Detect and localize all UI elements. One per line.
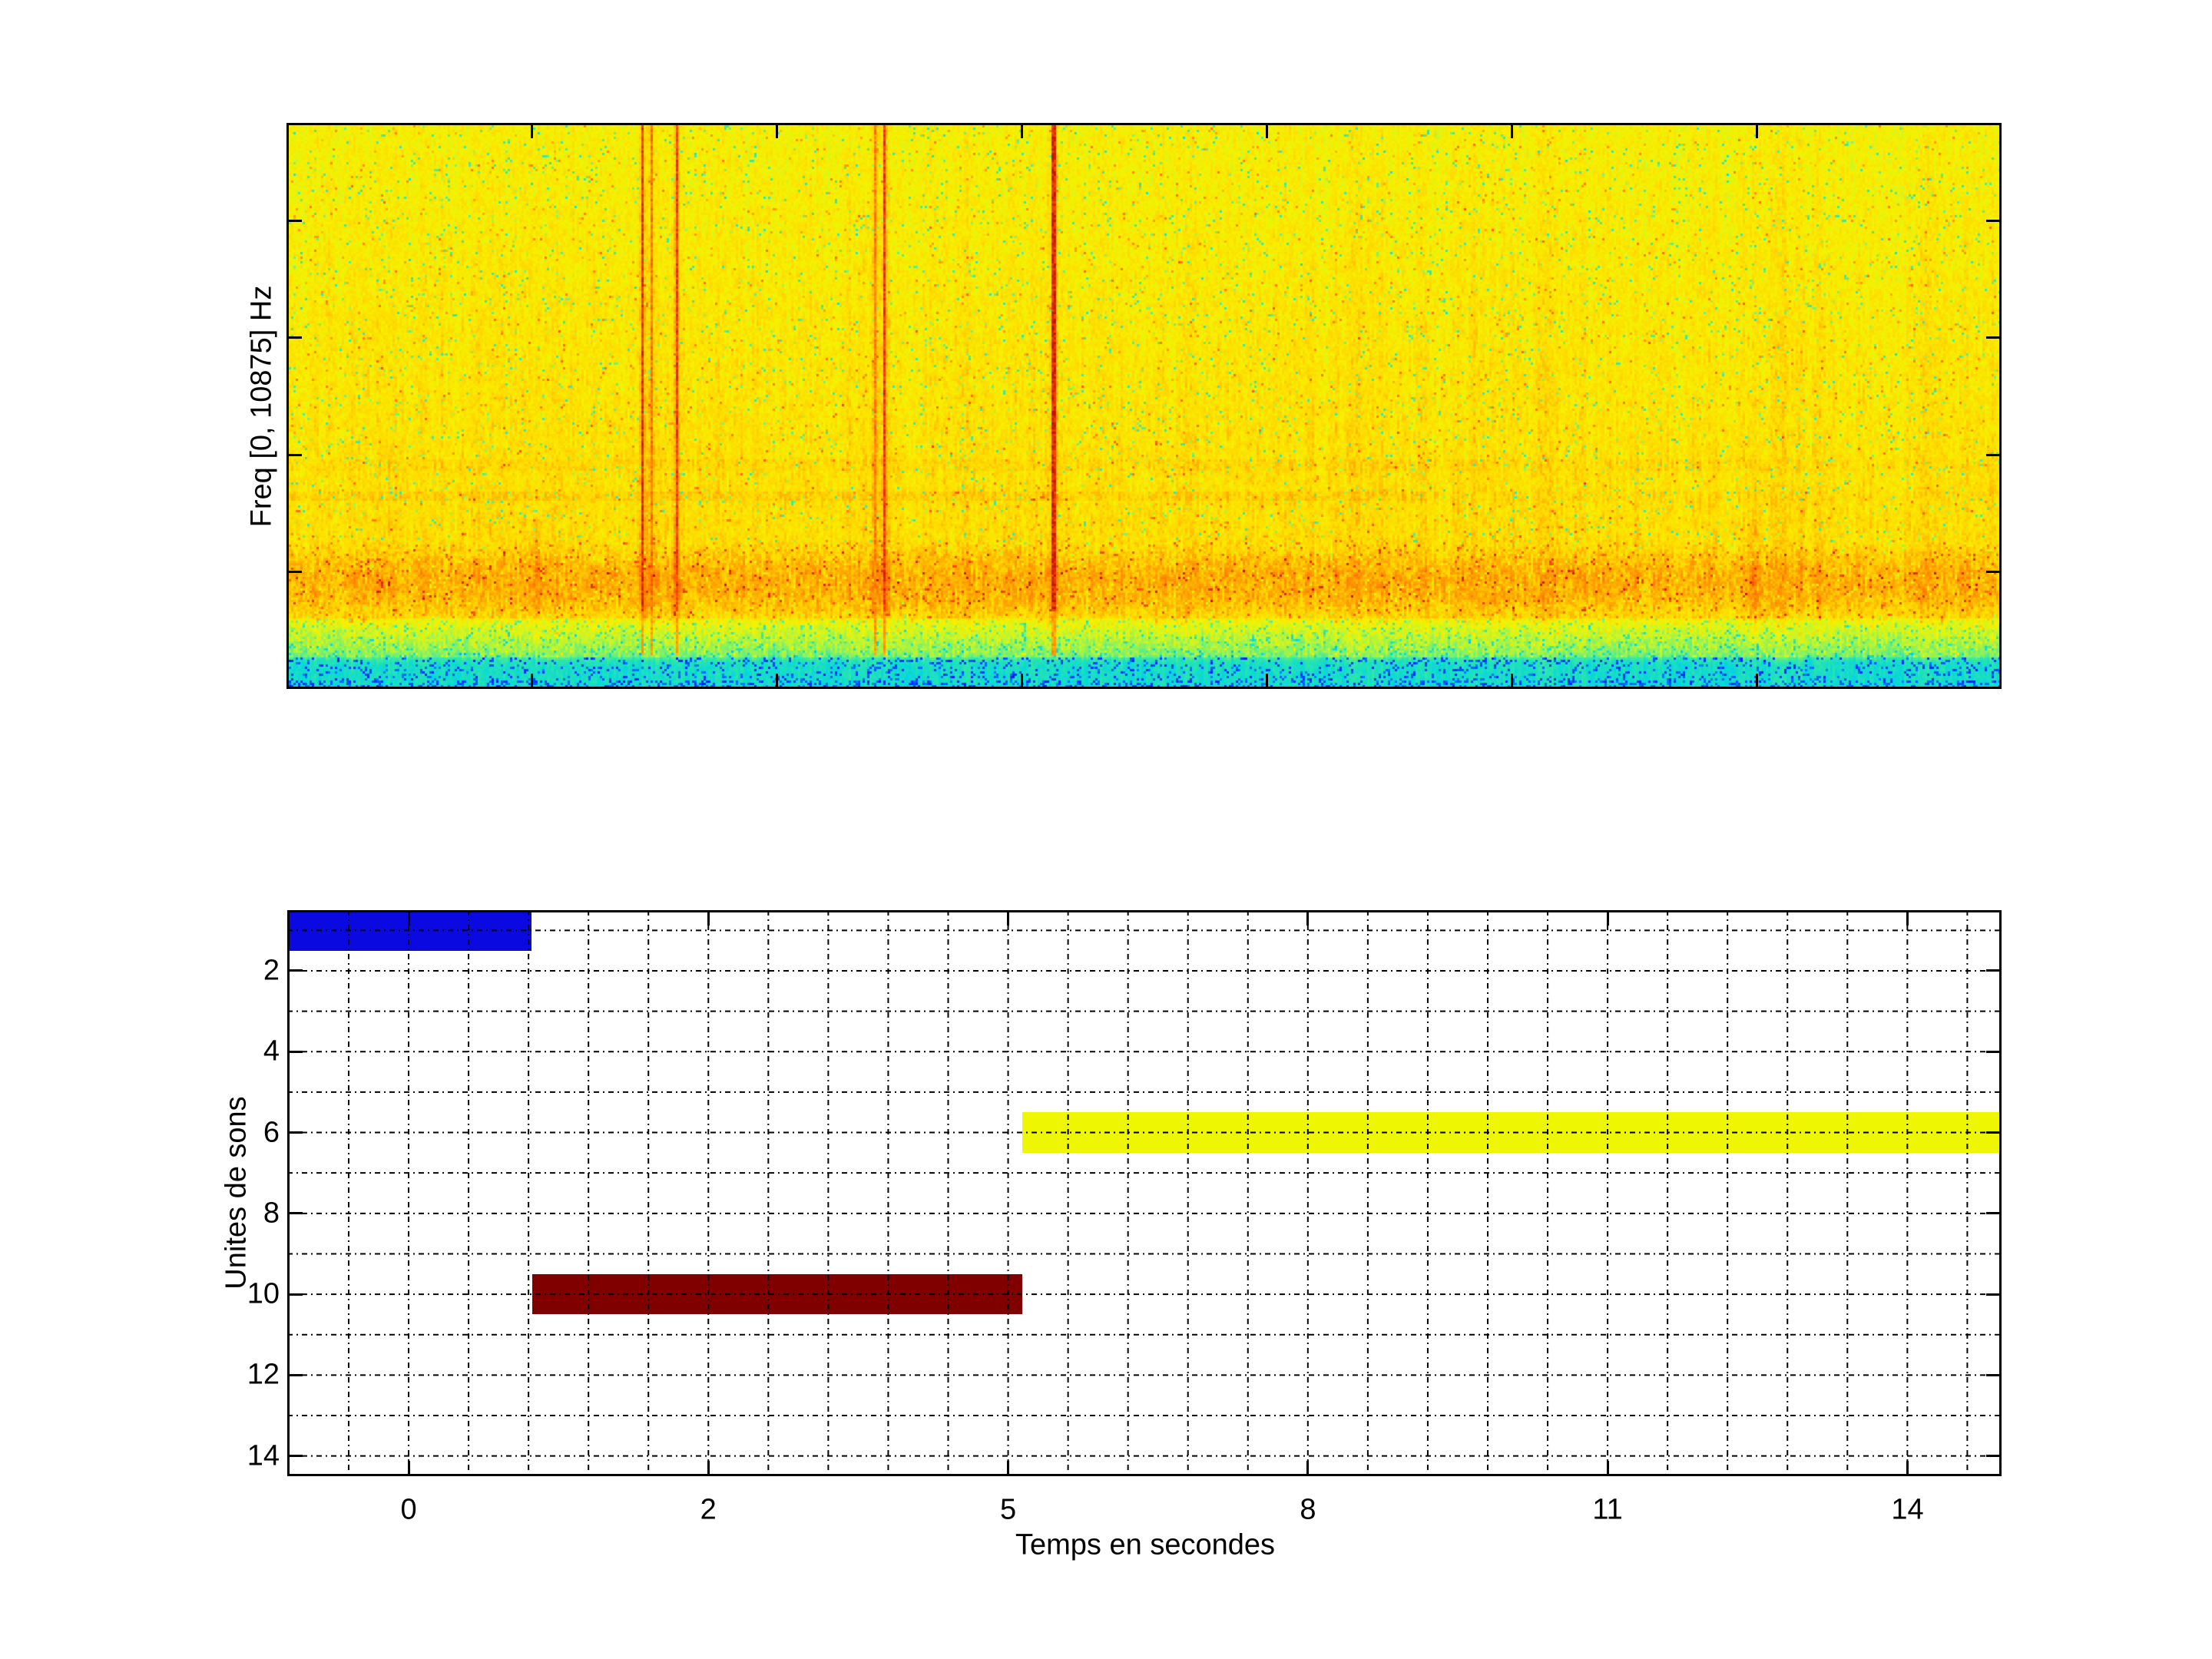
axis-tick <box>707 1461 710 1476</box>
axis-tick <box>1306 910 1310 926</box>
axis-tick <box>287 969 303 972</box>
x-tick-label: 8 <box>1300 1493 1316 1526</box>
axis-tick <box>1606 1461 1609 1476</box>
spectrogram-ylabel: Freq [0, 10875] Hz <box>245 285 278 528</box>
axis-tick <box>287 1455 303 1458</box>
y-tick-label: 6 <box>263 1116 280 1149</box>
axis-tick <box>1510 674 1513 689</box>
axis-tick <box>1906 1461 1909 1476</box>
axis-tick <box>1986 969 2002 972</box>
timeline-axes <box>287 910 2002 1476</box>
axis-tick <box>1986 1050 2002 1053</box>
axis-tick <box>1906 910 1909 926</box>
axis-tick <box>775 674 778 689</box>
timeline-ylabel: Unites de sons <box>220 1096 253 1290</box>
axis-tick <box>775 123 778 138</box>
axis-tick <box>287 1131 303 1134</box>
axis-tick <box>1986 1455 2002 1458</box>
x-tick-label: 11 <box>1592 1493 1623 1526</box>
axis-tick <box>1265 123 1268 138</box>
axis-tick <box>287 1212 303 1215</box>
spectrogram-image <box>286 123 2002 689</box>
timeline-xlabel: Temps en secondes <box>1015 1528 1275 1561</box>
axis-tick <box>1020 123 1023 138</box>
axis-tick <box>1510 123 1513 138</box>
y-tick-label: 4 <box>263 1035 280 1068</box>
axis-tick <box>1606 910 1609 926</box>
y-tick-label: 8 <box>263 1197 280 1230</box>
axis-tick <box>1986 453 2002 456</box>
axis-tick <box>287 1373 303 1376</box>
timeline-bar-sound-unit-10 <box>531 1273 1023 1315</box>
x-tick-label: 14 <box>1891 1493 1924 1526</box>
y-tick-label: 2 <box>263 954 280 987</box>
axis-tick <box>1007 910 1010 926</box>
timeline-grid <box>287 910 2002 1476</box>
x-tick-label: 2 <box>700 1493 717 1526</box>
axis-tick <box>1755 123 1758 138</box>
axis-tick <box>407 910 410 926</box>
axis-tick <box>1986 219 2002 222</box>
x-tick-label: 5 <box>999 1493 1017 1526</box>
axis-tick <box>407 1461 410 1476</box>
spectrogram-axes <box>286 123 2002 689</box>
axis-tick <box>287 1050 303 1053</box>
axis-tick <box>1265 674 1268 689</box>
axis-tick <box>1020 674 1023 689</box>
axis-tick <box>1986 571 2002 574</box>
axis-tick <box>1986 1131 2002 1134</box>
axis-tick <box>530 123 533 138</box>
axis-tick <box>287 1293 303 1296</box>
axis-tick <box>1306 1461 1310 1476</box>
axis-tick <box>1986 1373 2002 1376</box>
axis-tick <box>286 571 302 574</box>
axis-tick <box>286 219 302 222</box>
axis-tick <box>286 453 302 456</box>
axis-tick <box>707 910 710 926</box>
y-tick-label: 14 <box>247 1439 280 1472</box>
axis-tick <box>1986 336 2002 339</box>
axis-tick <box>1755 674 1758 689</box>
y-tick-label: 10 <box>247 1277 280 1310</box>
axis-tick <box>1986 1212 2002 1215</box>
axis-tick <box>1986 1293 2002 1296</box>
axis-tick <box>1007 1461 1010 1476</box>
y-tick-label: 12 <box>247 1358 280 1391</box>
axis-tick <box>286 336 302 339</box>
axis-tick <box>530 674 533 689</box>
x-tick-label: 0 <box>400 1493 417 1526</box>
